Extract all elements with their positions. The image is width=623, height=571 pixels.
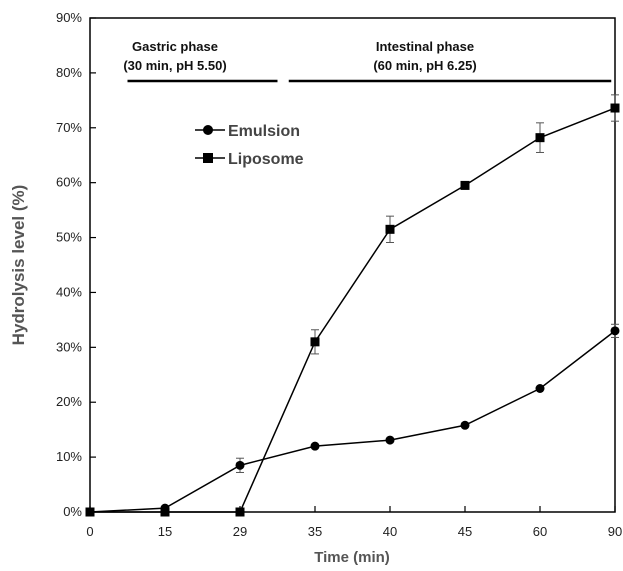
y-tick-label: 50%	[56, 230, 82, 245]
legend-emulsion-label: Emulsion	[228, 123, 300, 140]
y-tick-label: 20%	[56, 394, 82, 409]
x-tick-label: 45	[458, 524, 472, 539]
y-tick-label: 0%	[63, 504, 82, 519]
legend-emulsion-marker	[203, 125, 213, 135]
x-axis: 0 15 29 35 40 45 60 90	[86, 506, 622, 539]
legend-liposome-label: Liposome	[228, 151, 304, 168]
y-tick-label: 30%	[56, 339, 82, 354]
y-tick-label: 80%	[56, 65, 82, 80]
liposome-point	[460, 180, 470, 190]
x-tick-label: 0	[86, 524, 93, 539]
emulsion-point	[460, 420, 470, 430]
liposome-point	[160, 507, 170, 517]
y-tick-label: 90%	[56, 10, 82, 25]
x-tick-label: 35	[308, 524, 322, 539]
x-tick-label: 90	[608, 524, 622, 539]
emulsion-point	[610, 326, 620, 336]
y-tick-label: 10%	[56, 449, 82, 464]
x-tick-label: 40	[383, 524, 397, 539]
y-tick-label: 40%	[56, 284, 82, 299]
y-tick-label: 70%	[56, 120, 82, 135]
liposome-point	[385, 224, 395, 234]
emulsion-point	[535, 384, 545, 393]
y-axis: 0% 10% 20% 30% 40% 50% 60% 70% 80% 90%	[56, 10, 96, 519]
liposome-point	[535, 133, 545, 143]
x-tick-label: 15	[158, 524, 172, 539]
gastric-phase-label: Gastric phase	[132, 39, 218, 54]
y-tick-label: 60%	[56, 175, 82, 190]
x-tick-label: 60	[533, 524, 547, 539]
intestinal-phase-label: Intestinal phase	[376, 39, 474, 54]
liposome-point	[310, 337, 320, 347]
legend-liposome-marker	[203, 153, 213, 163]
liposome-point	[85, 507, 95, 517]
phase-annotations: Gastric phase (30 min, pH 5.50) Intestin…	[123, 39, 612, 83]
liposome-point	[235, 507, 245, 517]
emulsion-line	[89, 330, 616, 513]
emulsion-point	[310, 441, 320, 451]
x-tick-label: 29	[233, 524, 247, 539]
emulsion-point	[235, 460, 245, 470]
x-axis-title: Time (min)	[314, 549, 390, 566]
plot-frame	[89, 17, 616, 513]
legend: Emulsion Liposome	[195, 123, 304, 168]
intestinal-phase-detail: (60 min, pH 6.25)	[373, 58, 476, 73]
emulsion-point	[385, 435, 395, 445]
gastric-phase-detail: (30 min, pH 5.50)	[123, 58, 226, 73]
liposome-line	[90, 107, 616, 513]
liposome-point	[610, 103, 620, 113]
y-axis-title: Hydrolysis level (%)	[9, 185, 28, 346]
series-layer	[85, 94, 620, 517]
